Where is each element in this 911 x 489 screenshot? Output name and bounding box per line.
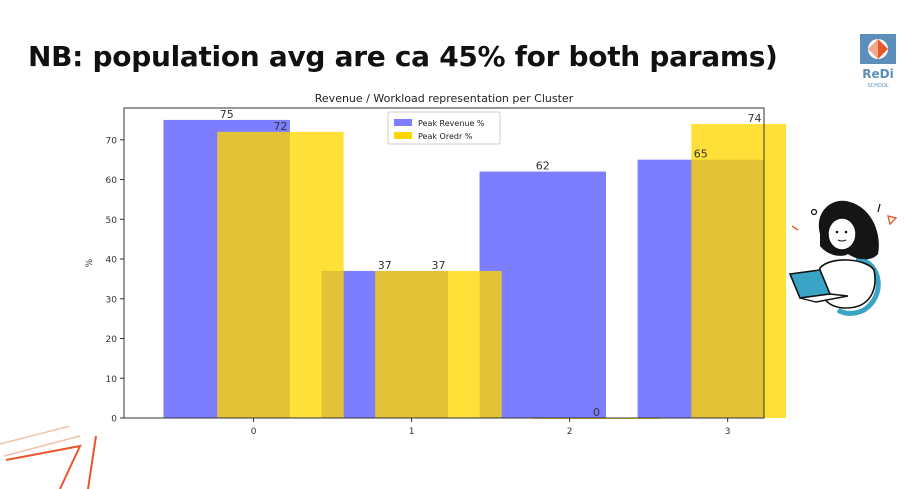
body-shape — [818, 259, 876, 309]
logo-diamond-left — [868, 39, 878, 59]
y-tick-label: 10 — [106, 375, 118, 385]
deco-line-light-2 — [3, 435, 81, 457]
slide-title: NB: population avg are ca 45% for both p… — [28, 40, 778, 73]
chart-panel: Revenue / Workload representation per Cl… — [78, 84, 786, 444]
deco-line-light-1 — [0, 426, 71, 445]
logo-subtitle: SCHOOL — [867, 83, 888, 89]
y-tick-label: 30 — [106, 295, 118, 305]
logo-name: ReDi — [862, 67, 893, 81]
woman-with-laptop-icon — [788, 200, 898, 316]
deco-line-orange — [5, 444, 82, 489]
x-tick-label: 2 — [567, 427, 573, 437]
redi-logo: ReDi SCHOOL — [860, 34, 896, 89]
x-tick-label: 1 — [409, 427, 415, 437]
deco-line-orange-2 — [87, 435, 97, 489]
bar-chart: Revenue / Workload representation per Cl… — [85, 92, 786, 437]
chart-title: Revenue / Workload representation per Cl… — [315, 92, 574, 105]
data-label: 65 — [694, 148, 708, 161]
data-label: 37 — [378, 259, 392, 272]
deco-dash-top — [877, 203, 881, 213]
bar-1-1 — [375, 270, 502, 418]
y-tick-label: 60 — [106, 176, 118, 186]
legend-label: Peak Oredr % — [418, 132, 473, 141]
legend-label: Peak Revenue % — [418, 119, 485, 128]
y-tick-label: 0 — [111, 415, 117, 425]
y-tick-label: 70 — [106, 136, 118, 146]
data-label: 0 — [593, 406, 600, 419]
bar-1-3 — [691, 123, 786, 418]
deco-dash-left — [791, 225, 799, 231]
y-tick-label: 50 — [106, 216, 118, 226]
bar-1-0 — [217, 131, 344, 418]
corner-decoration — [0, 426, 97, 489]
y-axis-label: % — [85, 258, 95, 267]
laptop-base — [799, 293, 849, 303]
y-tick-label: 20 — [106, 335, 118, 345]
legend-swatch — [394, 119, 412, 126]
data-label: 62 — [536, 160, 550, 173]
deco-triangle — [887, 215, 898, 226]
x-tick-label: 0 — [251, 427, 257, 437]
deco-circle — [810, 208, 818, 216]
plot-frame — [123, 107, 765, 419]
data-label: 75 — [220, 108, 234, 121]
face-shape — [827, 217, 857, 251]
data-label: 72 — [273, 120, 287, 133]
eye-right — [844, 230, 848, 234]
eye-left — [835, 230, 839, 234]
x-tick-label: 3 — [725, 427, 731, 437]
mouth — [837, 239, 847, 242]
y-tick-label: 40 — [106, 256, 118, 266]
logo-diamond-right — [878, 39, 888, 59]
legend-box — [387, 111, 501, 145]
data-label: 37 — [431, 259, 445, 272]
legend-swatch — [394, 132, 412, 139]
data-label: 74 — [748, 112, 762, 125]
